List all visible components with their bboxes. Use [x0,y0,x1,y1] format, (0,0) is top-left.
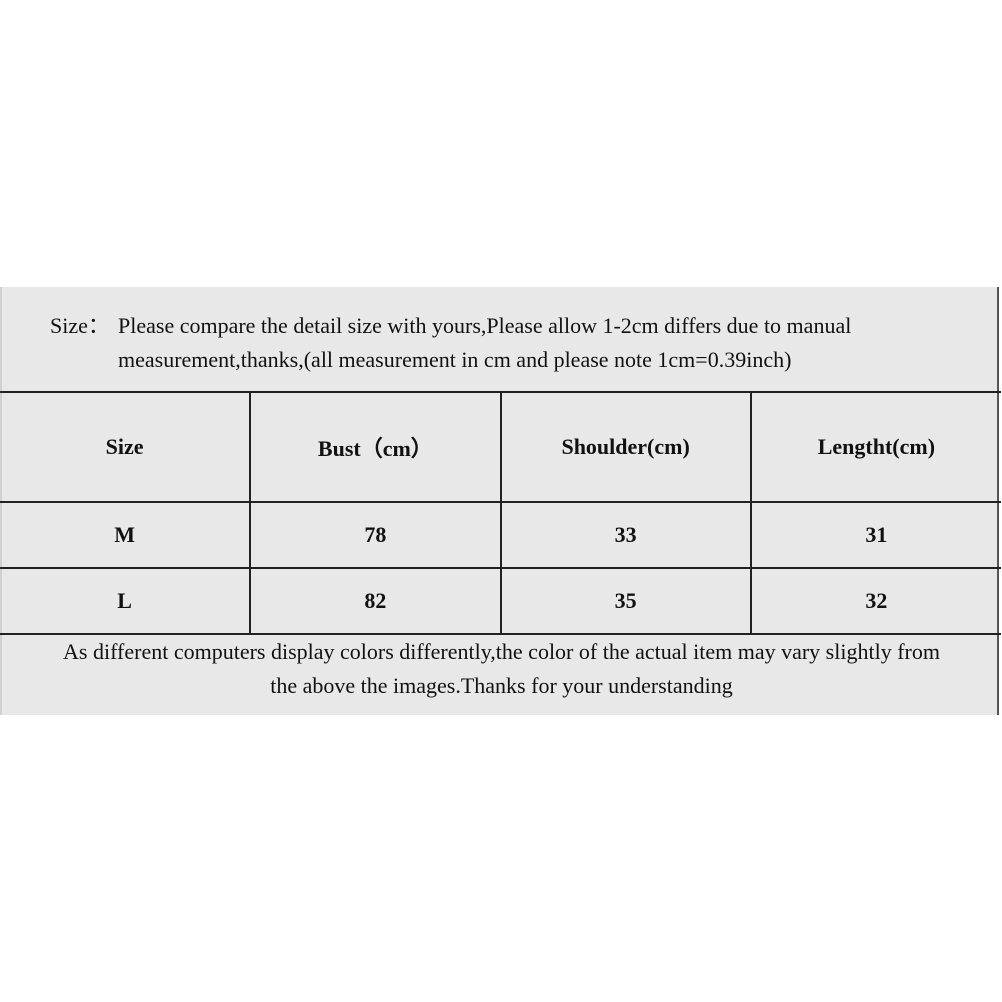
header-size: Size [0,391,252,503]
cell-shoulder: 33 [499,501,752,569]
note-line-1: Please compare the detail size with your… [118,313,852,338]
cell-length: 32 [749,567,1001,635]
table-header-row: Size Bust（cm） Shoulder(cm) Lengtht(cm) [0,391,1001,503]
color-disclaimer: As different computers display colors di… [2,635,1001,703]
cell-size: M [0,501,252,569]
header-shoulder: Shoulder(cm) [499,391,752,503]
cell-length: 31 [749,501,1001,569]
header-bust: Bust（cm） [249,391,502,503]
header-length: Lengtht(cm) [749,391,1001,503]
table-row: M 78 33 31 [0,501,1001,569]
size-note: Size： Please compare the detail size with… [50,309,970,377]
size-chart: Size： Please compare the detail size with… [0,287,1001,715]
note-label: Size： [50,313,110,338]
cell-bust: 82 [249,567,502,635]
cell-size: L [0,567,252,635]
footer-line-1: As different computers display colors di… [63,639,940,664]
note-line-2: measurement,thanks,(all measurement in c… [118,347,792,372]
cell-bust: 78 [249,501,502,569]
table-row: L 82 35 32 [0,567,1001,635]
size-table: Size Bust（cm） Shoulder(cm) Lengtht(cm) M… [0,391,1001,635]
cell-shoulder: 35 [499,567,752,635]
footer-line-2: the above the images.Thanks for your und… [270,673,733,698]
